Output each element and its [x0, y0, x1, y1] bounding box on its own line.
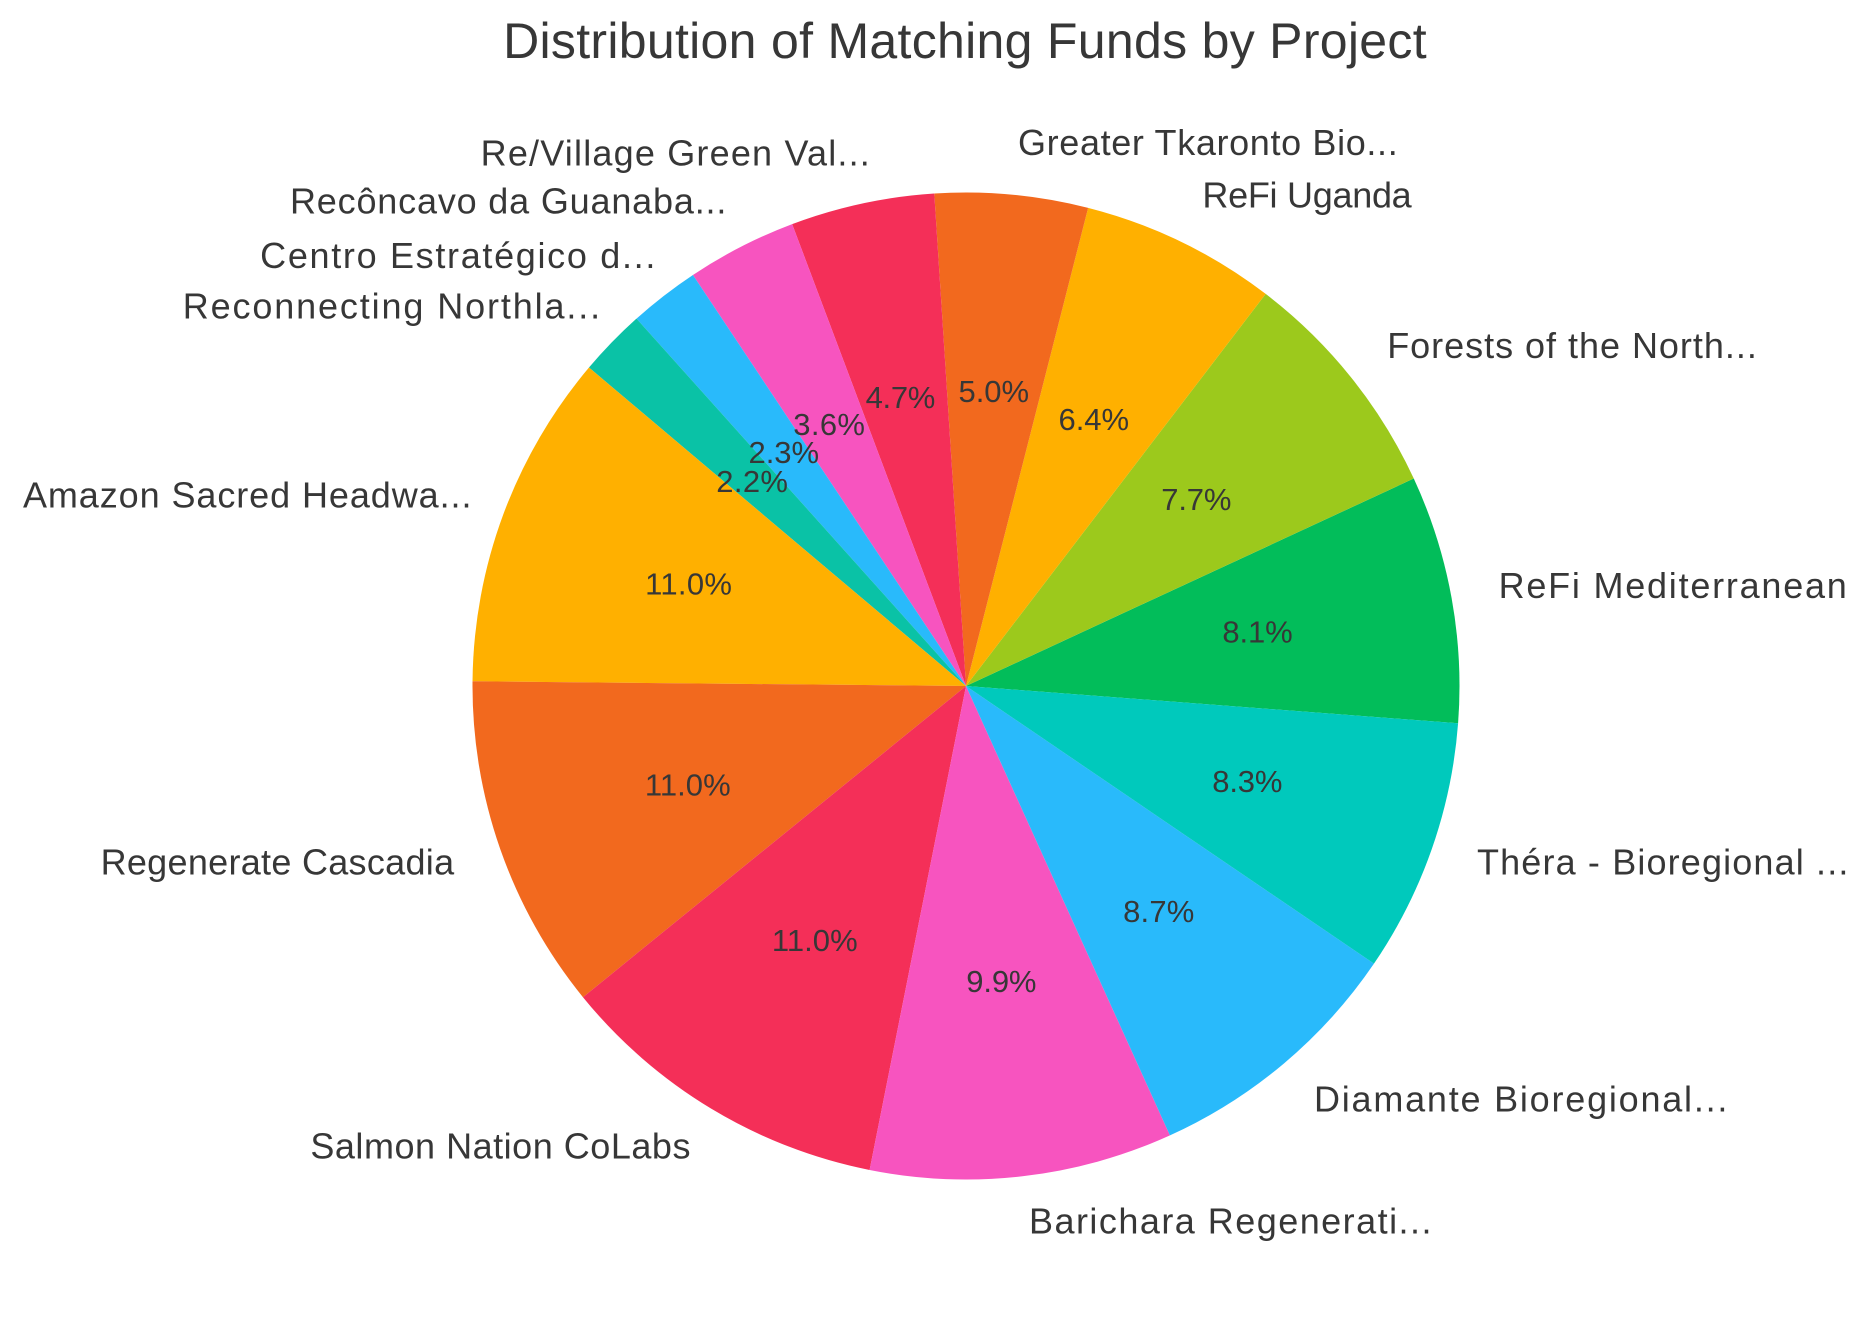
svg-text:11.0%: 11.0%	[645, 767, 731, 802]
svg-text:Diamante Bioregional...: Diamante Bioregional...	[1314, 1079, 1729, 1120]
svg-text:9.9%: 9.9%	[966, 964, 1036, 999]
svg-text:Distribution of Matching Funds: Distribution of Matching Funds by Projec…	[503, 13, 1427, 69]
svg-text:8.1%: 8.1%	[1222, 614, 1292, 649]
svg-text:2.2%: 2.2%	[716, 464, 788, 499]
svg-text:ReFi Uganda: ReFi Uganda	[1202, 174, 1412, 215]
svg-text:Reconnecting Northla...: Reconnecting Northla...	[183, 285, 602, 326]
svg-text:4.7%: 4.7%	[866, 380, 935, 415]
svg-text:5.0%: 5.0%	[958, 374, 1029, 409]
svg-text:8.3%: 8.3%	[1212, 764, 1282, 799]
svg-text:11.0%: 11.0%	[772, 923, 858, 958]
svg-text:Recôncavo da Guanaba...: Recôncavo da Guanaba...	[290, 181, 727, 222]
svg-text:2.3%: 2.3%	[748, 435, 819, 470]
svg-text:Regenerate Cascadia: Regenerate Cascadia	[101, 842, 455, 883]
svg-text:Salmon Nation CoLabs: Salmon Nation CoLabs	[310, 1126, 691, 1167]
svg-text:Re/Village Green Val...: Re/Village Green Val...	[481, 133, 871, 174]
svg-text:Greater Tkaronto Bio...: Greater Tkaronto Bio...	[1018, 122, 1398, 163]
svg-text:Théra - Bioregional ...: Théra - Bioregional ...	[1477, 841, 1850, 882]
svg-text:8.7%: 8.7%	[1123, 894, 1194, 929]
svg-text:Amazon Sacred Headwa...: Amazon Sacred Headwa...	[23, 475, 472, 516]
svg-text:Centro Estratégico d...: Centro Estratégico d...	[260, 235, 657, 276]
svg-text:11.0%: 11.0%	[645, 566, 732, 601]
svg-text:6.4%: 6.4%	[1058, 402, 1129, 437]
svg-text:ReFi Mediterranean: ReFi Mediterranean	[1499, 565, 1849, 606]
svg-text:3.6%: 3.6%	[793, 407, 865, 442]
svg-text:Barichara Regenerati...: Barichara Regenerati...	[1029, 1201, 1433, 1242]
svg-text:7.7%: 7.7%	[1161, 482, 1231, 517]
svg-text:Forests of the North...: Forests of the North...	[1387, 325, 1758, 366]
